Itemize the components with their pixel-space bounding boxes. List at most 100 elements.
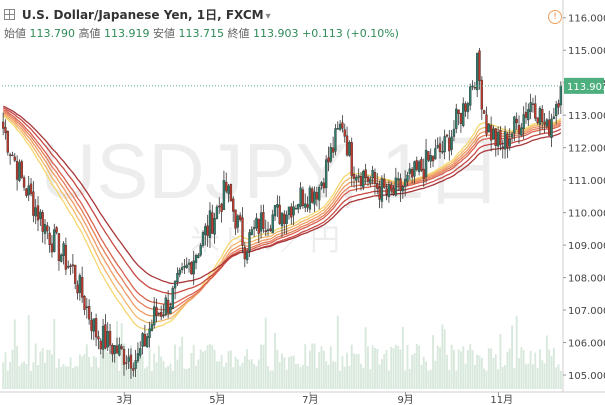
volume-bar [297, 363, 300, 389]
volume-bar [378, 364, 381, 389]
candle-body [322, 182, 326, 189]
candle-body [222, 180, 226, 211]
volume-bar [178, 346, 181, 389]
candle-body [208, 210, 212, 238]
candle-body [215, 206, 219, 219]
symbol-title[interactable]: U.S. Dollar/Japanese Yen, 1日, FXCM [21, 8, 264, 22]
volume-bar [513, 368, 516, 389]
candle-body [232, 198, 235, 212]
candle-body [548, 119, 551, 136]
volume-bar [162, 361, 165, 389]
candle-body [25, 188, 28, 196]
candle-body [6, 130, 9, 153]
volume-bar [90, 366, 93, 389]
volume-bar [541, 360, 544, 389]
volume-bar [146, 366, 149, 389]
chevron-down-icon[interactable]: ▾ [265, 11, 271, 22]
candle-body [141, 333, 144, 347]
candle-body [139, 348, 142, 356]
volume-bar [427, 370, 430, 389]
candle-body [457, 109, 460, 114]
volume-bar [246, 349, 249, 389]
candle-body [39, 211, 42, 219]
volume-bar [260, 344, 263, 389]
open-value: 113.790 [29, 27, 76, 40]
candle-body [508, 139, 511, 147]
volume-bar [508, 348, 511, 389]
volume-bar [515, 315, 518, 389]
volume-bar [171, 370, 174, 389]
candle-body [557, 103, 560, 108]
candle-body [387, 184, 391, 198]
candle-body [478, 50, 481, 81]
volume-bar [471, 350, 474, 389]
volume-bar [327, 364, 330, 389]
expand-icon[interactable] [4, 9, 15, 20]
candle-body [192, 260, 195, 275]
candle-body [146, 336, 149, 348]
candle-body [355, 176, 358, 181]
candle-body [213, 218, 216, 235]
last-price-tag [564, 77, 604, 94]
volume-bar [364, 327, 367, 389]
candle-body [285, 214, 288, 224]
volume-bar [411, 354, 414, 389]
candle-body [55, 227, 58, 233]
candle-body [173, 280, 177, 289]
candle-body [87, 305, 91, 320]
candle-body [506, 133, 509, 148]
volume-bar [202, 351, 204, 389]
candle-body [18, 162, 21, 181]
volume-bar [274, 332, 276, 389]
volume-bar [197, 359, 200, 389]
volume-bar [169, 363, 172, 389]
volume-bar [439, 347, 441, 389]
volume-bar [167, 365, 170, 389]
volume-bar [557, 364, 560, 389]
volume-bar [552, 347, 555, 389]
volume-bar [104, 346, 107, 389]
candle-body [476, 52, 479, 91]
candle-body [501, 146, 504, 148]
candle-body [424, 149, 428, 177]
candle-body [69, 265, 72, 267]
candle-body [348, 142, 351, 156]
volume-bar [480, 357, 483, 389]
volume-bar [174, 344, 177, 389]
volume-bar [60, 366, 63, 389]
candle-body [266, 229, 270, 232]
volume-bar [336, 315, 339, 389]
volume-bar [450, 344, 453, 389]
candle-body [104, 324, 107, 349]
candle-body [522, 114, 525, 129]
candle-body [304, 203, 307, 208]
high-label: 高値 [78, 27, 101, 40]
candle-body [122, 349, 126, 365]
volume-bar [185, 369, 188, 389]
volume-bar [13, 319, 16, 389]
candle-body [155, 307, 158, 316]
y-tick-label: 107.000 [568, 306, 605, 317]
volume-bar [211, 344, 214, 389]
warning-icon[interactable]: ! [548, 10, 562, 24]
volume-bar [99, 352, 102, 389]
candle-body [394, 177, 398, 196]
volume-bar [418, 345, 421, 389]
volume-bar [464, 363, 467, 389]
volume-bar [137, 347, 139, 389]
volume-bar [506, 351, 509, 389]
volume-bar [220, 355, 223, 389]
y-tick-label: 108.000 [568, 274, 605, 285]
candle-body [334, 128, 337, 152]
candle-body [366, 176, 370, 182]
watermark-symbol: USDJPY, 1日 [40, 127, 502, 215]
close-value: 113.903 [253, 27, 299, 40]
candle-body [473, 87, 477, 89]
candle-body [201, 232, 205, 246]
volume-bar [415, 344, 418, 389]
candle-body [364, 169, 367, 179]
ohlc-readout: 始値 113.790 高値 113.919 安値 113.715 終値 113.… [4, 25, 399, 41]
volume-bar [32, 362, 35, 389]
candle-body [43, 224, 47, 234]
